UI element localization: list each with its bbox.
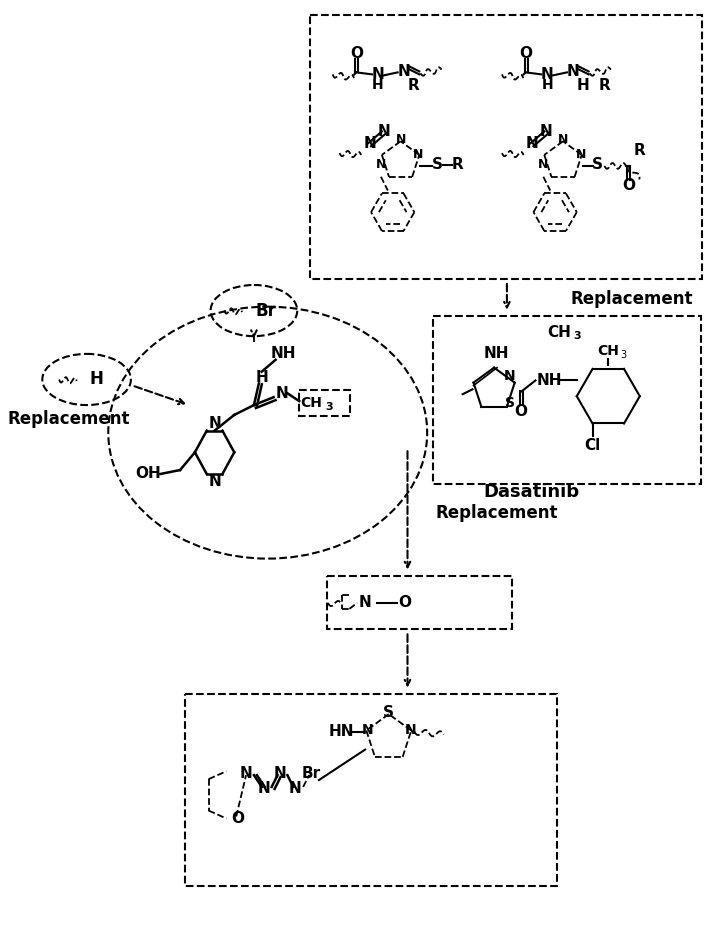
Text: CH: CH xyxy=(300,396,322,410)
Bar xyxy=(299,390,350,416)
Bar xyxy=(433,316,701,484)
Text: O: O xyxy=(398,596,411,611)
Text: O: O xyxy=(514,404,527,419)
Text: N: N xyxy=(364,136,376,151)
Text: N: N xyxy=(372,67,384,82)
Text: H: H xyxy=(576,77,589,93)
Text: N: N xyxy=(273,766,286,781)
Text: N: N xyxy=(413,147,424,160)
Text: N: N xyxy=(289,782,302,797)
Text: NH: NH xyxy=(483,346,509,362)
Text: 3: 3 xyxy=(325,402,333,412)
Text: N: N xyxy=(361,723,373,737)
Text: N: N xyxy=(538,159,549,172)
Text: R: R xyxy=(452,158,464,173)
Bar xyxy=(310,15,702,279)
Text: H: H xyxy=(542,78,553,93)
Text: N: N xyxy=(208,474,221,489)
Text: O: O xyxy=(520,46,533,61)
Text: N: N xyxy=(558,133,568,145)
Text: O: O xyxy=(350,46,363,61)
Text: N: N xyxy=(359,596,372,611)
Text: N: N xyxy=(375,159,386,172)
Text: 3: 3 xyxy=(573,331,580,341)
Text: Replacement: Replacement xyxy=(8,410,131,428)
Text: N: N xyxy=(240,766,253,781)
Text: S: S xyxy=(383,704,394,719)
Bar xyxy=(185,695,557,886)
Text: 3: 3 xyxy=(620,350,626,360)
Text: R: R xyxy=(634,143,645,158)
Text: N: N xyxy=(504,368,516,382)
Text: N: N xyxy=(567,64,579,79)
Text: NH: NH xyxy=(271,346,296,362)
Text: Dasatinib: Dasatinib xyxy=(484,482,580,500)
Text: N: N xyxy=(541,67,554,82)
Text: Replacement: Replacement xyxy=(435,504,557,522)
Text: N: N xyxy=(575,147,586,160)
Text: N: N xyxy=(208,415,221,430)
Text: H: H xyxy=(372,78,384,93)
Text: N: N xyxy=(396,133,406,145)
Text: S: S xyxy=(592,158,603,173)
Text: NH: NH xyxy=(536,373,562,388)
Text: N: N xyxy=(397,64,410,79)
Text: Br: Br xyxy=(302,766,321,781)
Text: R: R xyxy=(407,77,419,93)
Text: N: N xyxy=(404,723,417,737)
Text: N: N xyxy=(258,782,270,797)
Text: Cl: Cl xyxy=(584,438,601,453)
Text: O: O xyxy=(232,811,245,826)
Text: S: S xyxy=(432,158,443,173)
Text: OH: OH xyxy=(135,466,160,481)
Text: N: N xyxy=(540,124,552,139)
Text: HN: HN xyxy=(329,724,355,739)
Text: Replacement: Replacement xyxy=(571,290,693,308)
Text: CH: CH xyxy=(547,325,571,340)
Text: H: H xyxy=(90,370,103,389)
Text: Br: Br xyxy=(256,301,277,320)
Text: S: S xyxy=(505,396,515,410)
Text: N: N xyxy=(526,136,539,151)
Text: N: N xyxy=(378,124,391,139)
Text: H: H xyxy=(256,370,268,385)
Text: O: O xyxy=(622,178,635,194)
Bar xyxy=(327,577,512,630)
Text: R: R xyxy=(599,77,610,93)
Text: CH: CH xyxy=(597,344,619,358)
Text: N: N xyxy=(275,386,288,401)
